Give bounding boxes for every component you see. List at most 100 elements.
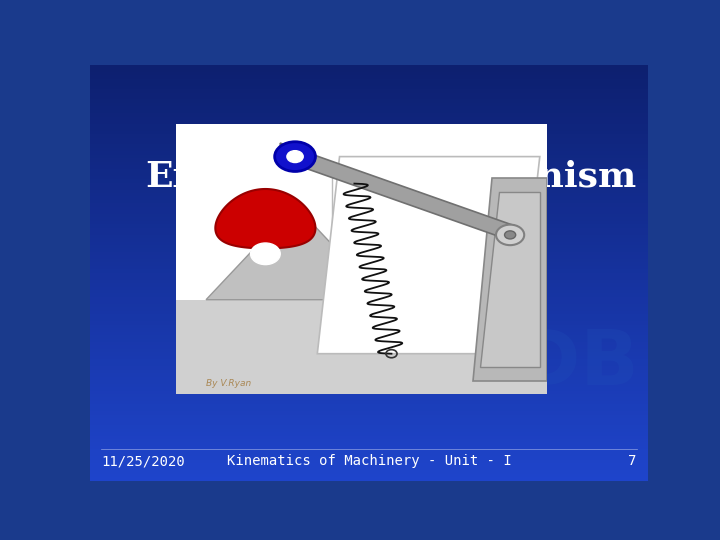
Bar xyxy=(90,418,648,422)
Bar xyxy=(90,193,648,197)
Bar xyxy=(90,297,648,300)
Bar xyxy=(90,65,648,68)
Bar xyxy=(90,432,648,436)
Bar xyxy=(90,273,648,276)
Bar xyxy=(90,131,648,134)
Bar xyxy=(90,183,648,186)
Bar xyxy=(90,200,648,204)
Bar xyxy=(90,404,648,408)
Polygon shape xyxy=(280,143,518,243)
Bar xyxy=(90,474,648,477)
Text: By V.Ryan: By V.Ryan xyxy=(206,379,251,388)
Bar xyxy=(90,453,648,456)
Bar xyxy=(90,120,648,124)
Bar xyxy=(90,442,648,446)
Bar xyxy=(90,429,648,432)
Circle shape xyxy=(496,225,524,245)
Bar xyxy=(90,304,648,307)
Bar xyxy=(90,383,648,387)
Bar xyxy=(90,148,648,151)
Bar xyxy=(90,332,648,335)
Bar xyxy=(90,99,648,103)
Bar xyxy=(90,325,648,328)
Bar xyxy=(90,228,648,231)
Bar xyxy=(90,349,648,353)
Bar xyxy=(90,214,648,217)
Bar xyxy=(90,103,648,106)
Bar xyxy=(90,197,648,200)
Bar xyxy=(90,96,648,99)
Bar xyxy=(90,245,648,248)
Bar xyxy=(90,470,648,474)
Bar xyxy=(90,234,648,238)
Bar xyxy=(90,460,648,463)
Bar xyxy=(90,248,648,252)
Polygon shape xyxy=(332,165,528,340)
Bar xyxy=(90,397,648,401)
Bar xyxy=(90,68,648,72)
Bar xyxy=(90,387,648,390)
Bar xyxy=(176,124,547,300)
Bar xyxy=(90,155,648,158)
Bar xyxy=(90,259,648,262)
Bar xyxy=(90,151,648,155)
Bar xyxy=(90,124,648,127)
Bar xyxy=(90,217,648,221)
Bar xyxy=(90,321,648,325)
Bar xyxy=(90,346,648,349)
Circle shape xyxy=(505,231,516,239)
Bar xyxy=(90,190,648,193)
Bar xyxy=(90,158,648,162)
Bar xyxy=(90,449,648,453)
Bar xyxy=(90,318,648,321)
Text: DB: DB xyxy=(518,327,639,401)
Bar xyxy=(90,408,648,411)
Bar xyxy=(90,342,648,346)
Bar xyxy=(90,106,648,110)
Bar xyxy=(90,252,648,255)
Polygon shape xyxy=(318,157,540,354)
Bar xyxy=(90,221,648,224)
Bar xyxy=(90,287,648,290)
Bar xyxy=(90,477,648,481)
Bar xyxy=(90,172,648,176)
Bar xyxy=(90,339,648,342)
Bar xyxy=(90,162,648,165)
Bar xyxy=(90,179,648,183)
Bar xyxy=(90,300,648,304)
Circle shape xyxy=(251,243,280,265)
Bar xyxy=(90,439,648,442)
Bar xyxy=(90,415,648,418)
Bar xyxy=(90,353,648,356)
Bar xyxy=(90,85,648,89)
Bar xyxy=(90,266,648,269)
Bar xyxy=(90,92,648,96)
Bar xyxy=(90,82,648,85)
Polygon shape xyxy=(215,189,315,248)
Bar xyxy=(90,89,648,92)
Bar xyxy=(90,363,648,366)
Bar xyxy=(90,210,648,214)
Bar xyxy=(90,145,648,148)
Bar xyxy=(176,300,547,394)
Text: 7: 7 xyxy=(629,454,637,468)
Bar xyxy=(90,394,648,397)
Bar xyxy=(90,373,648,377)
Bar xyxy=(90,79,648,82)
Bar xyxy=(90,314,648,318)
Bar xyxy=(90,294,648,297)
Bar xyxy=(90,186,648,190)
Bar xyxy=(90,165,648,168)
Bar xyxy=(90,138,648,141)
Text: Kinematics of Machinery - Unit - I: Kinematics of Machinery - Unit - I xyxy=(227,454,511,468)
Bar xyxy=(90,366,648,370)
Bar xyxy=(90,110,648,113)
Text: Example for Mechanism: Example for Mechanism xyxy=(145,160,636,194)
Bar xyxy=(90,176,648,179)
Bar xyxy=(90,204,648,207)
Polygon shape xyxy=(480,192,540,367)
Bar xyxy=(90,463,648,467)
Bar xyxy=(90,370,648,373)
Bar xyxy=(90,456,648,460)
Bar xyxy=(90,168,648,172)
